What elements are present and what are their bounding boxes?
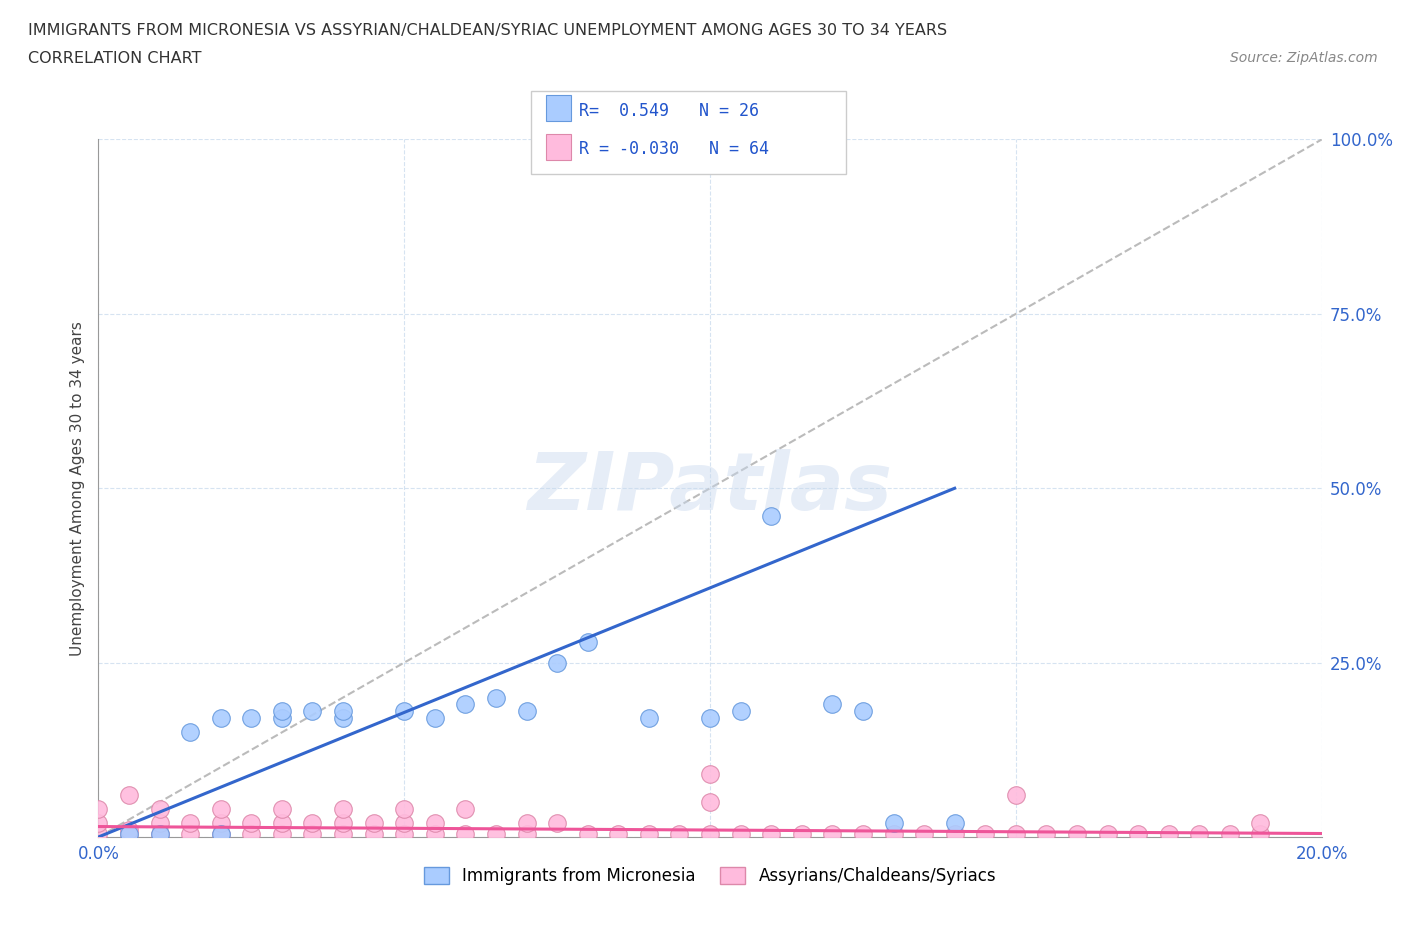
Point — [209, 826, 232, 841]
Point — [240, 816, 263, 830]
Point — [301, 816, 323, 830]
Point — [423, 816, 446, 830]
Point — [668, 826, 690, 841]
Point — [301, 826, 323, 841]
Point — [516, 826, 538, 841]
Text: IMMIGRANTS FROM MICRONESIA VS ASSYRIAN/CHALDEAN/SYRIAC UNEMPLOYMENT AMONG AGES 3: IMMIGRANTS FROM MICRONESIA VS ASSYRIAN/C… — [28, 23, 948, 38]
Point — [607, 826, 630, 841]
Point — [392, 826, 416, 841]
Point — [332, 802, 354, 817]
Point — [699, 826, 721, 841]
Point — [637, 711, 661, 725]
Point — [392, 816, 416, 830]
Point — [332, 816, 354, 830]
Point — [943, 826, 966, 841]
Point — [546, 655, 568, 670]
Text: R = -0.030   N = 64: R = -0.030 N = 64 — [579, 140, 769, 157]
Point — [1157, 826, 1180, 841]
Point — [392, 802, 416, 817]
Point — [1035, 826, 1057, 841]
Point — [485, 826, 508, 841]
Point — [516, 816, 538, 830]
Point — [179, 826, 201, 841]
Point — [943, 816, 966, 830]
Point — [87, 816, 110, 830]
Point — [485, 690, 508, 705]
Point — [87, 802, 110, 817]
Point — [637, 826, 661, 841]
Point — [576, 826, 599, 841]
Point — [118, 823, 141, 837]
Point — [240, 711, 263, 725]
Point — [270, 816, 292, 830]
Point — [852, 826, 875, 841]
Point — [1097, 826, 1119, 841]
Point — [821, 826, 844, 841]
Point — [332, 711, 354, 725]
Point — [118, 826, 141, 841]
Point — [974, 826, 997, 841]
Point — [883, 816, 905, 830]
Point — [118, 826, 141, 841]
Point — [576, 634, 599, 649]
Point — [209, 826, 232, 841]
Point — [516, 704, 538, 719]
Point — [759, 826, 782, 841]
Point — [118, 788, 141, 803]
Point — [423, 826, 446, 841]
Point — [179, 816, 201, 830]
Point — [149, 802, 172, 817]
Point — [363, 816, 385, 830]
Point — [852, 704, 875, 719]
Point — [1004, 788, 1026, 803]
Legend: Immigrants from Micronesia, Assyrians/Chaldeans/Syriacs: Immigrants from Micronesia, Assyrians/Ch… — [418, 860, 1002, 892]
Point — [454, 698, 477, 712]
Point — [149, 816, 172, 830]
Point — [699, 711, 721, 725]
Point — [1249, 816, 1271, 830]
Point — [912, 826, 935, 841]
Point — [1066, 826, 1088, 841]
Point — [1219, 826, 1241, 841]
Point — [821, 698, 844, 712]
Point — [1128, 826, 1150, 841]
Point — [454, 802, 477, 817]
Text: ZIPatlas: ZIPatlas — [527, 449, 893, 527]
Point — [332, 826, 354, 841]
Point — [730, 826, 752, 841]
Point — [240, 826, 263, 841]
Text: CORRELATION CHART: CORRELATION CHART — [28, 51, 201, 66]
Point — [1188, 826, 1211, 841]
Point — [790, 826, 813, 841]
Point — [730, 704, 752, 719]
Point — [209, 802, 232, 817]
Y-axis label: Unemployment Among Ages 30 to 34 years: Unemployment Among Ages 30 to 34 years — [69, 321, 84, 656]
Point — [87, 826, 110, 841]
Point — [270, 704, 292, 719]
Point — [363, 826, 385, 841]
Point — [332, 704, 354, 719]
Point — [454, 826, 477, 841]
Point — [270, 826, 292, 841]
Point — [699, 766, 721, 781]
Point — [270, 711, 292, 725]
Point — [699, 794, 721, 809]
Point — [149, 826, 172, 841]
Point — [546, 816, 568, 830]
Point — [301, 704, 323, 719]
Point — [759, 509, 782, 524]
Point — [392, 704, 416, 719]
Text: Source: ZipAtlas.com: Source: ZipAtlas.com — [1230, 51, 1378, 65]
Point — [149, 826, 172, 841]
Point — [883, 826, 905, 841]
Point — [423, 711, 446, 725]
Point — [1004, 826, 1026, 841]
Point — [1249, 826, 1271, 841]
Point — [209, 816, 232, 830]
Point — [270, 802, 292, 817]
Point — [179, 725, 201, 740]
Point — [209, 711, 232, 725]
Text: R=  0.549   N = 26: R= 0.549 N = 26 — [579, 102, 759, 120]
